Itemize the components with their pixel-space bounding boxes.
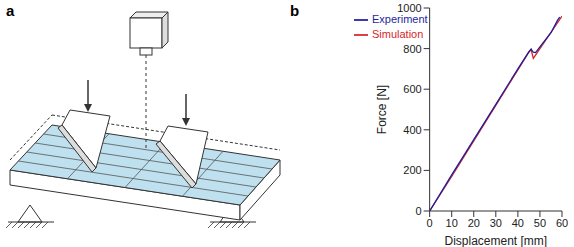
svg-text:10: 10 — [446, 217, 458, 229]
svg-text:0: 0 — [427, 217, 433, 229]
svg-text:60: 60 — [556, 217, 568, 229]
svg-text:200: 200 — [403, 164, 421, 176]
svg-text:50: 50 — [534, 217, 546, 229]
svg-text:Force [N]: Force [N] — [375, 85, 389, 134]
svg-text:20: 20 — [468, 217, 480, 229]
svg-text:30: 30 — [490, 217, 502, 229]
svg-text:800: 800 — [403, 43, 421, 55]
svg-text:Displacement [mm]: Displacement [mm] — [444, 234, 547, 247]
svg-text:1000: 1000 — [397, 2, 421, 14]
svg-text:40: 40 — [512, 217, 524, 229]
svg-text:a: a — [6, 2, 15, 19]
html-text:Simulation: Simulation — [372, 28, 424, 41]
svg-text:600: 600 — [403, 83, 421, 95]
svg-text:0: 0 — [416, 205, 422, 217]
svg-text:400: 400 — [403, 124, 421, 136]
html-text:b: b — [290, 2, 300, 19]
html-text:Experiment: Experiment — [372, 13, 428, 25]
